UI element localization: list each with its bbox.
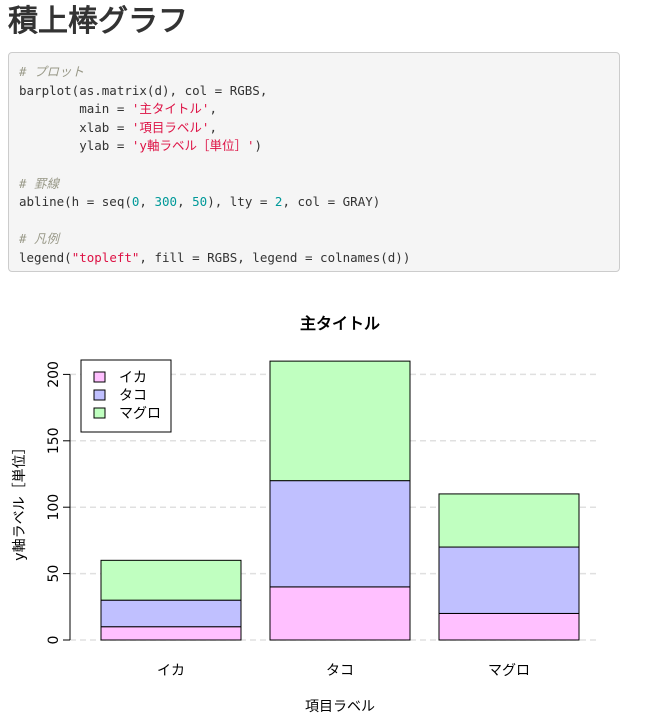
code-comment: # 罫線	[19, 175, 60, 191]
bar-segment	[438, 612, 580, 641]
y-tick-label: 150	[46, 427, 62, 454]
bar-segment	[269, 480, 411, 588]
y-tick-label: 200	[46, 361, 62, 388]
code-text: barplot(as.matrix(d), col = RGBS,	[19, 82, 268, 98]
code-line: ylab = 'y軸ラベル［単位］')	[19, 137, 619, 156]
bar-segment	[438, 546, 580, 614]
code-line: main = '主タイトル',	[19, 100, 619, 119]
legend-swatch	[93, 389, 106, 401]
code-line	[19, 212, 619, 231]
code-line	[19, 156, 619, 175]
code-comment: # 凡例	[19, 231, 60, 247]
chart-title: 主タイトル	[300, 314, 380, 333]
code-text: ), lty =	[207, 194, 275, 210]
x-axis-label: 項目ラベル	[305, 699, 375, 715]
code-comment: # プロット	[19, 64, 85, 79]
code-block: # プロット barplot(as.matrix(d), col = RGBS, …	[8, 52, 620, 272]
legend-label: マグロ	[119, 406, 161, 422]
legend-swatch	[93, 371, 106, 383]
code-line: barplot(as.matrix(d), col = RGBS,	[19, 82, 619, 101]
code-text: , col = GRAY)	[282, 194, 381, 210]
code-line: # プロット	[19, 63, 619, 82]
bar-segment	[100, 599, 242, 628]
y-tick-label: 0	[46, 636, 62, 645]
code-line: # 罫線	[19, 175, 619, 194]
code-number: 2	[274, 194, 283, 210]
bar-segment	[269, 586, 411, 641]
y-tick-label: 50	[46, 565, 62, 583]
bar-segment	[100, 559, 242, 601]
code-text: ,	[177, 194, 193, 210]
code-text: xlab =	[19, 119, 132, 135]
y-axis-label: y軸ラベル［単位］	[12, 440, 28, 560]
code-text: )	[254, 138, 262, 154]
code-text: main =	[19, 101, 132, 117]
bar-segment	[100, 626, 242, 641]
code-number: 0	[131, 194, 140, 210]
code-text: ,	[139, 194, 155, 210]
legend-label: イカ	[119, 370, 147, 386]
x-tick-label: マグロ	[488, 663, 530, 679]
bar-segment	[269, 360, 411, 482]
x-tick-label: イカ	[157, 663, 185, 679]
legend-label: タコ	[119, 388, 147, 404]
code-string: '項目ラベル'	[131, 119, 210, 135]
code-text: ,	[209, 119, 217, 135]
x-tick-label: タコ	[326, 663, 354, 679]
code-string: "topleft"	[71, 249, 140, 265]
code-text: , fill = RGBS, legend = colnames(d))	[139, 249, 411, 265]
code-line: xlab = '項目ラベル',	[19, 119, 619, 138]
code-line: legend("topleft", fill = RGBS, legend = …	[19, 249, 619, 268]
page-title: 積上棒グラフ	[8, 4, 188, 39]
bar-segment	[438, 493, 580, 548]
chart-area: イカ タコ マグロ 0 50 100 150 200 主タイトル 項目ラベル y軸ラベル［単位］ イカ…	[0, 290, 647, 721]
code-text: legend(	[19, 249, 72, 265]
code-number: 50	[192, 194, 208, 210]
code-line: abline(h = seq(0, 300, 50), lty = 2, col…	[19, 193, 619, 212]
stacked-bar-chart: イカ タコ マグロ050100150200主タイトル項目ラベルy軸ラベル［単位］イカ…	[12, 314, 598, 715]
code-text: abline(h = seq(	[19, 194, 132, 210]
code-line: # 凡例	[19, 230, 619, 249]
code-string: '主タイトル'	[131, 101, 210, 117]
y-tick-label: 100	[46, 494, 62, 521]
code-text: ,	[209, 101, 217, 117]
code-number: 300	[154, 194, 178, 210]
legend-swatch	[93, 407, 106, 419]
code-string: 'y軸ラベル［単位］'	[131, 138, 255, 154]
code-text: ylab =	[19, 138, 132, 154]
